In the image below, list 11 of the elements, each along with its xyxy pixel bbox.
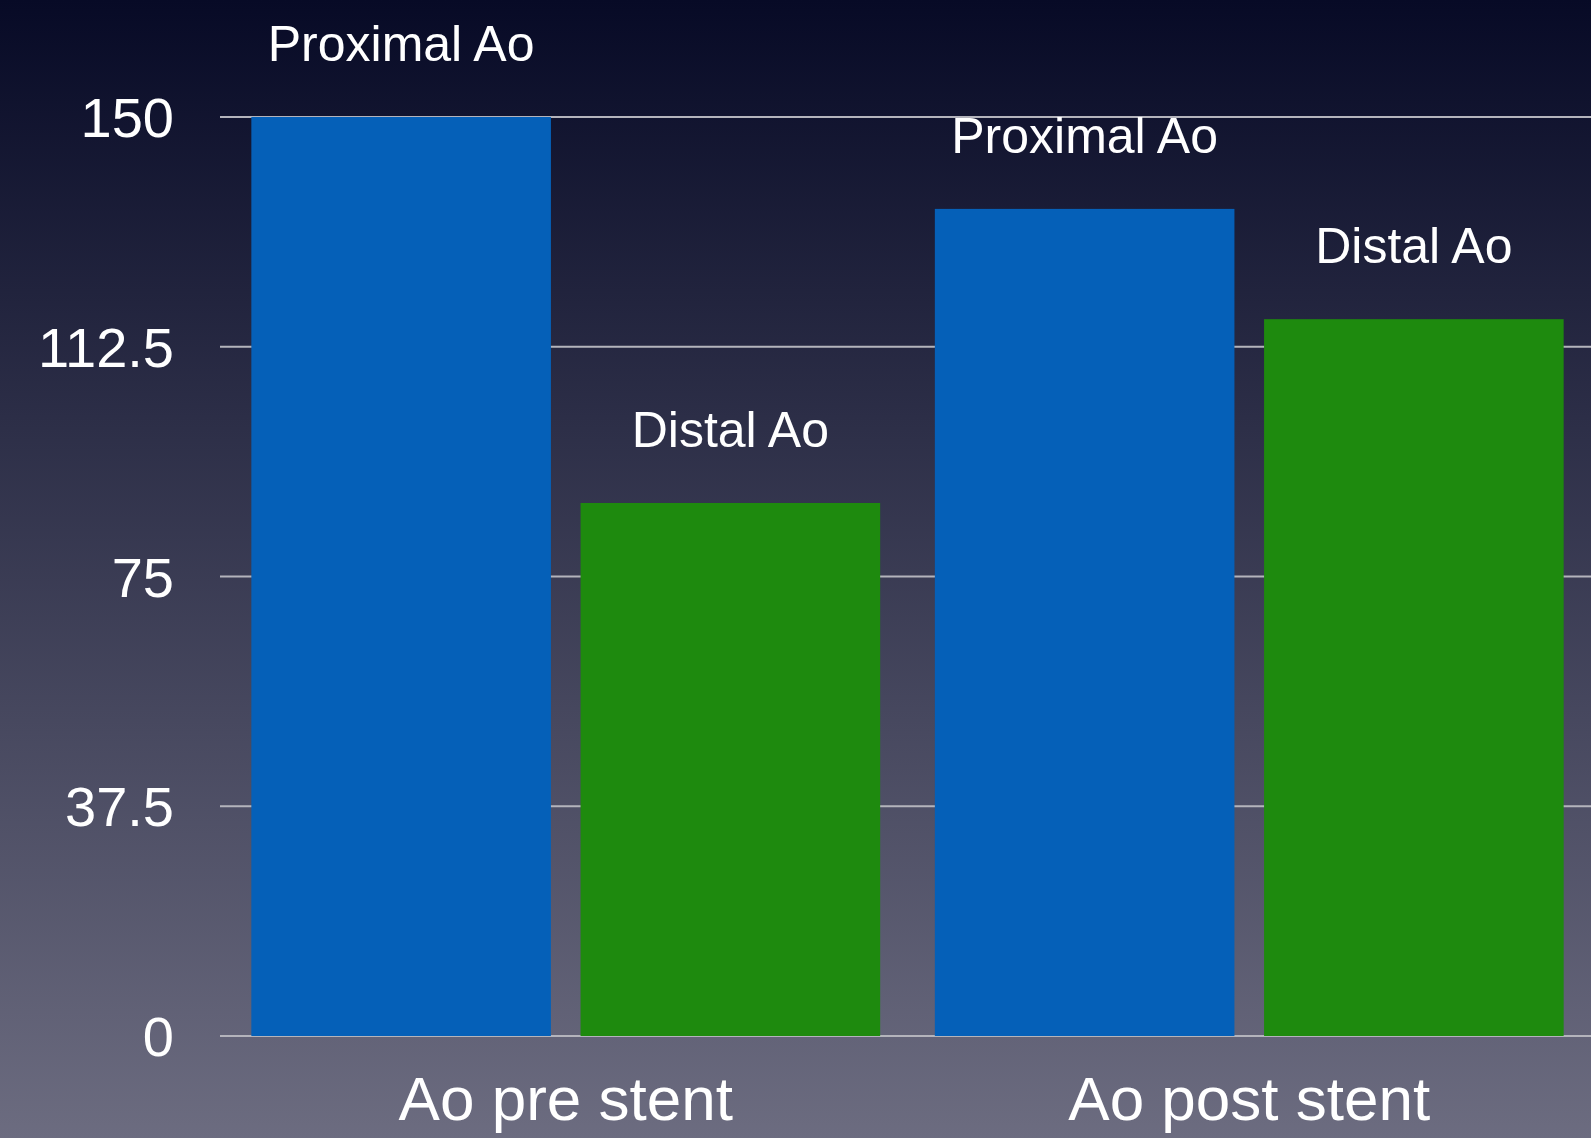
y-tick-label: 112.5 bbox=[38, 315, 174, 379]
text: Distal Ao bbox=[1315, 218, 1513, 275]
y-tick-label: 75 bbox=[111, 545, 174, 609]
x-tick-label: Ao post stent bbox=[1068, 1064, 1431, 1133]
text: Proximal Ao bbox=[951, 107, 1219, 164]
y-tick-label: 150 bbox=[80, 86, 174, 150]
series-label: Distal Ao bbox=[631, 401, 830, 458]
y-tick-label: 0 bbox=[142, 1005, 174, 1069]
y-tick-label: 37.5 bbox=[65, 775, 174, 839]
x-tick-label: Ao pre stent bbox=[398, 1064, 733, 1133]
series-label: Proximal Ao bbox=[267, 16, 535, 72]
